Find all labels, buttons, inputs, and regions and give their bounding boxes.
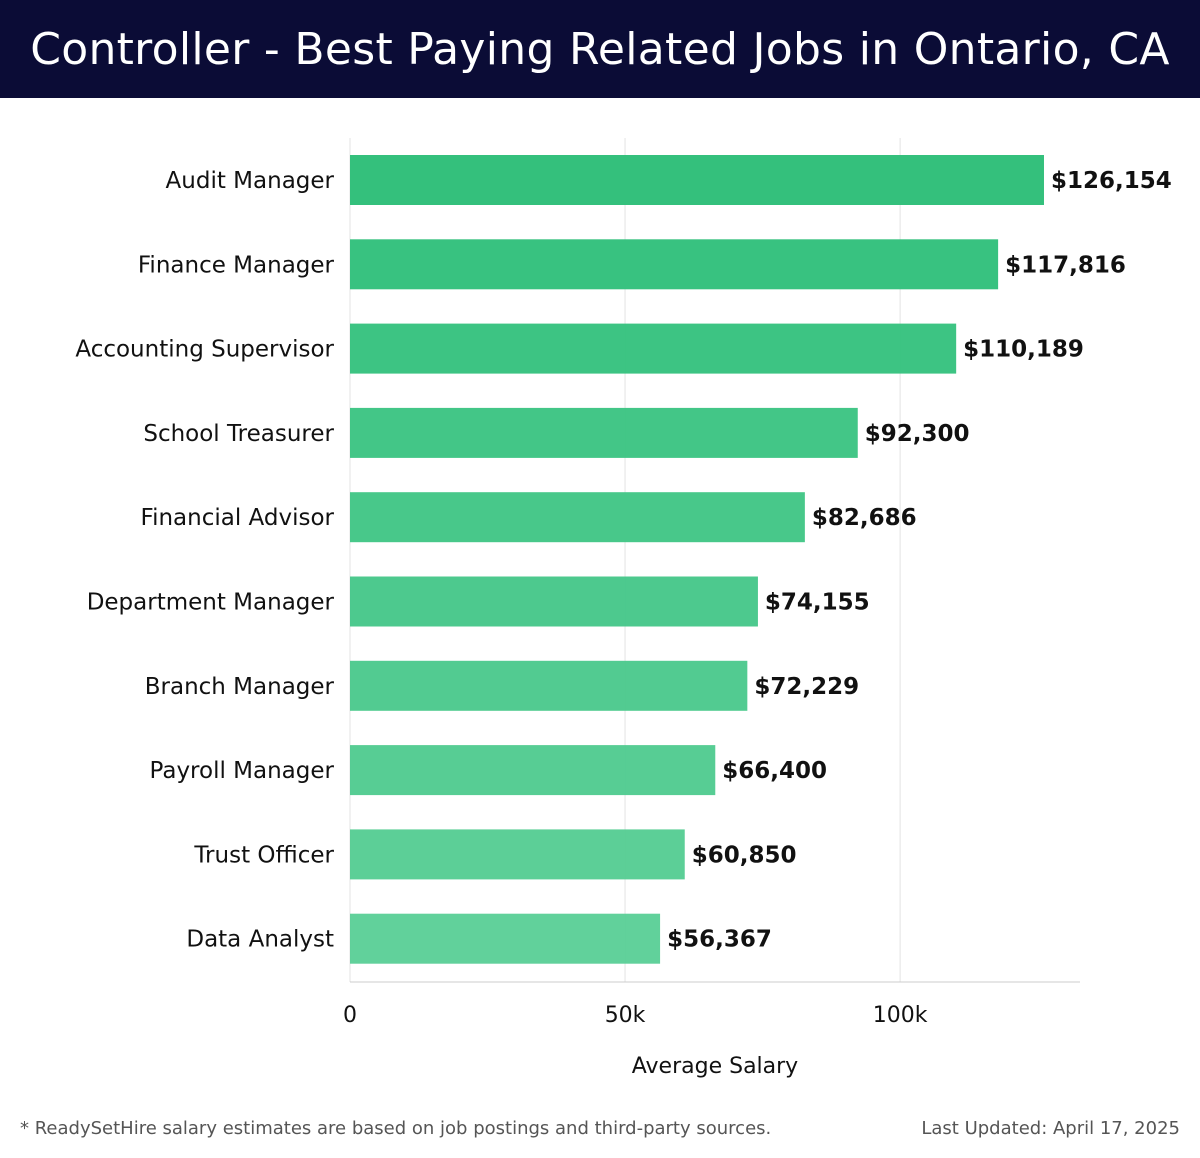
- category-label-3: School Treasurer: [143, 421, 334, 447]
- x-tick-label-1: 50k: [605, 1003, 646, 1028]
- category-label-1: Finance Manager: [138, 252, 335, 278]
- value-label-7: $66,400: [722, 758, 827, 784]
- header-bar: Controller - Best Paying Related Jobs in…: [0, 0, 1200, 98]
- value-label-5: $74,155: [765, 590, 870, 616]
- value-label-0: $126,154: [1051, 168, 1172, 194]
- category-label-6: Branch Manager: [145, 674, 335, 700]
- category-label-0: Audit Manager: [166, 168, 335, 194]
- bar-8: [350, 829, 685, 880]
- value-label-6: $72,229: [754, 674, 859, 700]
- x-tick-label-0: 0: [343, 1003, 357, 1028]
- category-label-9: Data Analyst: [186, 927, 334, 953]
- category-label-7: Payroll Manager: [150, 758, 335, 784]
- x-tick-label-2: 100k: [873, 1003, 928, 1028]
- last-updated: Last Updated: April 17, 2025: [921, 1118, 1180, 1139]
- bar-5: [350, 576, 758, 627]
- bar-6: [350, 660, 748, 711]
- value-labels: $126,154 $117,816 $110,189 $92,300 $82,686 $7…: [667, 168, 1172, 953]
- value-label-8: $60,850: [692, 842, 797, 868]
- category-labels: Audit Manager Finance Manager Accounting S…: [75, 168, 334, 953]
- footnote: * ReadySetHire salary estimates are base…: [20, 1118, 772, 1139]
- x-axis-title: Average Salary: [632, 1054, 798, 1079]
- page-title: Controller - Best Paying Related Jobs in…: [30, 23, 1170, 75]
- category-label-4: Financial Advisor: [141, 505, 335, 531]
- bar-1: [350, 239, 999, 290]
- category-label-2: Accounting Supervisor: [75, 337, 334, 363]
- x-axis: 0 50k 100k Average Salary: [343, 981, 1080, 1079]
- category-label-5: Department Manager: [87, 590, 335, 616]
- value-label-9: $56,367: [667, 927, 772, 953]
- bar-0: [350, 155, 1044, 205]
- value-label-3: $92,300: [865, 421, 970, 447]
- bar-3: [350, 407, 858, 458]
- bars: [350, 155, 1044, 964]
- bar-4: [350, 492, 805, 543]
- bar-7: [350, 745, 716, 796]
- value-label-4: $82,686: [812, 505, 917, 531]
- bar-2: [350, 323, 957, 374]
- value-label-1: $117,816: [1005, 252, 1126, 278]
- salary-bar-chart: Audit Manager Finance Manager Accounting S…: [75, 138, 1172, 1079]
- category-label-8: Trust Officer: [193, 842, 334, 868]
- bar-9: [350, 913, 661, 964]
- value-label-2: $110,189: [963, 337, 1084, 363]
